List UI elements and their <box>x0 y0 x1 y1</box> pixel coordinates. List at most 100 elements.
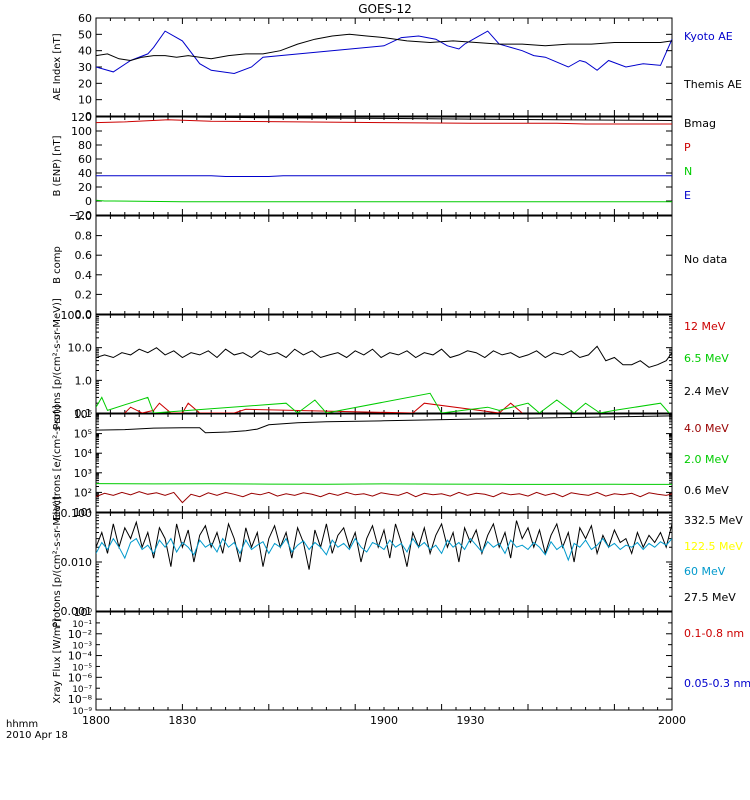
panel-frame <box>95 17 673 117</box>
x-tick-label: 1830 <box>168 714 196 727</box>
y-tick-label: 10² <box>74 486 92 499</box>
y-tick-label: 0.2 <box>75 288 93 301</box>
y-tick-label: 50 <box>78 28 92 41</box>
panel-7: 10⁻⁸ 10⁻⁶ 10⁻⁴ 10⁻² 10⁰ 10⁻⁹ 10⁻⁷ 10⁻⁵ 10⁻³ 10⁻¹ X… <box>52 606 750 717</box>
y-tick-label: 0.010 <box>61 556 93 569</box>
y-axis-label: B comp <box>52 246 63 284</box>
legend-entry: P <box>684 141 691 154</box>
y-tick-label: 10⁻⁴ <box>68 650 93 663</box>
y-tick-label: 10¹ <box>74 506 92 519</box>
panels: 0 10 20 30 40 50 60 AE Index [nT] Kyoto AE Themis… <box>52 12 750 717</box>
panel-frame <box>95 413 673 513</box>
y-tick-label: 10⁻² <box>68 628 92 641</box>
y-tick-label: 1.0 <box>75 210 93 223</box>
x-tick-label: 1800 <box>82 714 110 727</box>
legend-entry: Bmag <box>684 117 716 130</box>
y-tick-label: 10.0 <box>68 342 93 355</box>
y-tick-label: 80 <box>78 139 92 152</box>
panel-frame <box>95 215 673 315</box>
legend-entry: 12 MeV <box>684 320 726 333</box>
y-tick-label: 100.0 <box>61 309 93 322</box>
y-tick-label: 40 <box>78 45 92 58</box>
series-line <box>96 175 672 177</box>
series-line <box>96 117 672 121</box>
y-tick-label: 10⁰ <box>74 606 93 619</box>
y-minor-tick-label: 10⁻⁷ <box>72 685 92 695</box>
series-line <box>96 30 672 75</box>
y-tick-label: 0.4 <box>75 269 93 282</box>
y-tick-label: 10⁵ <box>74 428 92 441</box>
y-tick-label: 10⁴ <box>74 447 93 460</box>
y-tick-label: 20 <box>78 181 92 194</box>
y-tick-label: 10 <box>78 94 92 107</box>
y-tick-label: 0 <box>85 110 92 123</box>
legend-entry: 332.5 MeV <box>684 514 743 527</box>
y-axis-label: Protons [p/(cm²-s-sr-MeV)] <box>52 298 63 430</box>
y-tick-label: 0.6 <box>75 249 93 262</box>
legend-entry: 2.0 MeV <box>684 453 729 466</box>
legend-entry: N <box>684 165 692 178</box>
legend-entry: 0.1-0.8 nm <box>684 627 744 640</box>
series-line <box>96 491 672 504</box>
panel-frame <box>95 116 673 216</box>
y-tick-label: 10⁻⁶ <box>68 671 93 684</box>
y-axis-label: Electrons [e/(cm²-s-sr)] <box>52 405 63 521</box>
legend-entry: 122.5 MeV <box>684 540 743 553</box>
series-line <box>96 392 670 413</box>
legend-entry: 27.5 MeV <box>684 591 736 604</box>
y-tick-label: −20 <box>69 209 92 222</box>
x-tick-label: 2000 <box>658 714 686 727</box>
panel-frame <box>95 314 673 414</box>
y-tick-label: 40 <box>78 167 92 180</box>
panel-3: 0.0 0.2 0.4 0.6 0.8 1.0 B comp No data <box>52 210 727 321</box>
date-label: 2010 Apr 18 <box>6 730 68 741</box>
plot-title: GOES-12 <box>358 2 412 16</box>
x-tick-label: 1930 <box>456 714 484 727</box>
y-minor-tick-label: 10⁻³ <box>72 642 92 652</box>
legend-entry: Themis AE <box>683 78 742 91</box>
y-minor-tick-label: 10⁻⁹ <box>72 707 92 717</box>
y-tick-label: 10⁶ <box>74 408 93 421</box>
legend-entry: Kyoto AE <box>684 30 733 43</box>
time-axis: 1800 1830 1900 1930 2000 <box>82 714 686 727</box>
series-line <box>96 520 672 570</box>
y-tick-label: 60 <box>78 12 92 25</box>
y-tick-label: 0.8 <box>75 230 93 243</box>
series-line <box>96 483 672 485</box>
y-minor-tick-label: 10⁻¹ <box>72 620 92 630</box>
legend-entry: 60 MeV <box>684 565 726 578</box>
series-line <box>96 119 672 125</box>
series-line <box>96 345 672 368</box>
y-axis-label: Protons [p/(cm²-s-sr-MeV)] <box>52 496 63 628</box>
series-line <box>124 402 523 413</box>
y-tick-label: 0.0 <box>75 308 93 321</box>
legend-entry: No data <box>684 253 727 266</box>
y-axis-label: B (ENP) [nT] <box>52 135 63 196</box>
legend-entry: 0.05-0.3 nm <box>684 677 750 690</box>
y-tick-label: 20 <box>78 77 92 90</box>
y-tick-label: 1.0 <box>75 374 93 387</box>
y-tick-label: 60 <box>78 153 92 166</box>
legend-entry: 4.0 MeV <box>684 422 729 435</box>
time-axis-unit: hhmm <box>6 719 38 730</box>
panel-frame <box>95 512 673 612</box>
y-tick-label: 0.1 <box>75 407 93 420</box>
y-tick-label: 10⁻⁸ <box>68 693 93 706</box>
y-minor-tick-label: 10⁻⁵ <box>72 663 92 673</box>
series-line <box>96 537 672 562</box>
y-tick-label: 0.100 <box>61 507 93 520</box>
y-axis-label: Xray Flux [W/m²] <box>52 618 63 703</box>
panel-frame <box>95 611 673 711</box>
series-line <box>96 33 672 62</box>
panel-1: 0 10 20 30 40 50 60 AE Index [nT] Kyoto AE Themis… <box>52 12 742 123</box>
series-line <box>96 199 672 203</box>
y-tick-label: 0.001 <box>61 605 93 618</box>
legend-entry: E <box>684 189 691 202</box>
y-tick-label: 30 <box>78 61 92 74</box>
x-tick-label: 1900 <box>370 714 398 727</box>
legend-entry: 0.6 MeV <box>684 484 729 497</box>
